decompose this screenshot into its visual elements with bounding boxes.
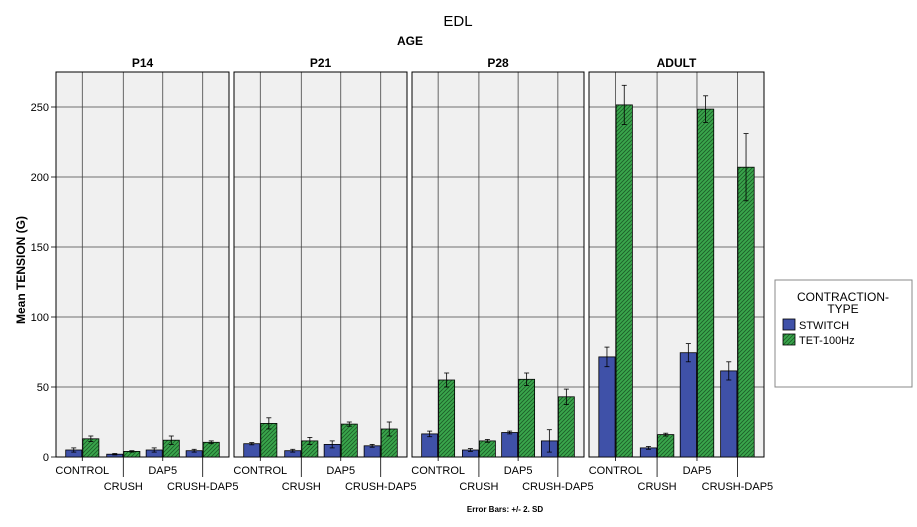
bar-tet-100hz [697,108,715,458]
category-label: CRUSH [282,481,321,493]
y-tick-label: 0 [43,452,49,464]
category-label: CRUSH [459,481,498,493]
panel-background [56,72,229,457]
bar-tet-100hz [340,423,358,458]
panel-p28: P28 CONTROL CRUSH DAP5 CRUSH-DAP5 [411,56,593,493]
category-label: DAP5 [148,465,177,477]
category-label: CONTROL [55,465,109,477]
panel-frame [233,71,408,458]
category-label: CRUSH-DAP5 [702,481,774,493]
bar-tet-100hz [657,434,675,458]
error-bar-footnote: Error Bars: +/- 2. SD [467,505,543,514]
legend-title: TYPE [827,302,858,316]
legend-entry: STWITCH [799,320,849,332]
legend-swatch [782,318,796,331]
category-label: DAP5 [326,465,355,477]
bar-stwitch [501,432,519,458]
bar-stwitch [243,443,261,458]
bar-tet-100hz [557,396,575,458]
panel-adult: ADULT CONTROL CRUSH DAP5 CRUSH-DAP5 [588,56,774,493]
bar-stwitch [720,370,738,458]
category-label: CRUSH-DAP5 [345,481,417,493]
category-label: CRUSH-DAP5 [522,481,594,493]
bar-stwitch [421,433,439,458]
category-label: CONTROL [233,465,287,477]
y-axis-label: Mean TENSION (G) [14,216,28,324]
legend: CONTRACTION-TYPE STWITCH TET-100Hz [774,279,913,388]
y-tick-label: 100 [31,312,49,324]
legend-box [774,279,913,388]
y-tick-label: 250 [31,102,49,114]
panel-title: P14 [132,56,154,70]
bar-stwitch [598,356,616,458]
panel-frame [55,71,230,458]
chart-title: EDL [443,13,472,30]
category-label: CRUSH-DAP5 [167,481,239,493]
y-axis: 0 50 100 150 200 250 [31,102,56,464]
legend-title: CONTRACTION- [797,290,889,304]
legend-entry: TET-100Hz [799,335,855,347]
bar-tet-100hz [737,166,755,458]
panel-title: P21 [310,56,332,70]
legend-swatch [782,333,796,346]
bar-tet-100hz [518,378,536,458]
category-label: CRUSH [638,481,677,493]
bar-tet-100hz [615,104,633,458]
panel-p21: P21 CONTROL CRUSH DAP5 CRUSH-DAP5 [233,56,416,493]
bar-stwitch [679,352,697,458]
category-label: DAP5 [504,465,533,477]
category-label: CRUSH [104,481,143,493]
panel-frame [588,71,765,458]
bar-tet-100hz [202,441,220,458]
category-label: CONTROL [589,465,643,477]
bar-tet-100hz [438,379,456,458]
bar-tet-100hz [479,440,496,458]
y-tick-label: 50 [37,382,49,394]
panel-group-label: AGE [397,34,423,48]
y-tick-label: 150 [31,242,49,254]
panel-title: P28 [487,56,509,70]
panels-layer: P14 CONTROL CRUSH DAP5 CRUSH-DAP5 P21 CONTROL C… [55,56,773,493]
y-tick-label: 200 [31,172,49,184]
panel-title: ADULT [657,56,697,70]
category-label: CONTROL [411,465,465,477]
panel-p14: P14 CONTROL CRUSH DAP5 CRUSH-DAP5 [55,56,238,493]
panel-background [234,72,407,457]
panel-frame [411,71,585,458]
category-label: DAP5 [683,465,712,477]
